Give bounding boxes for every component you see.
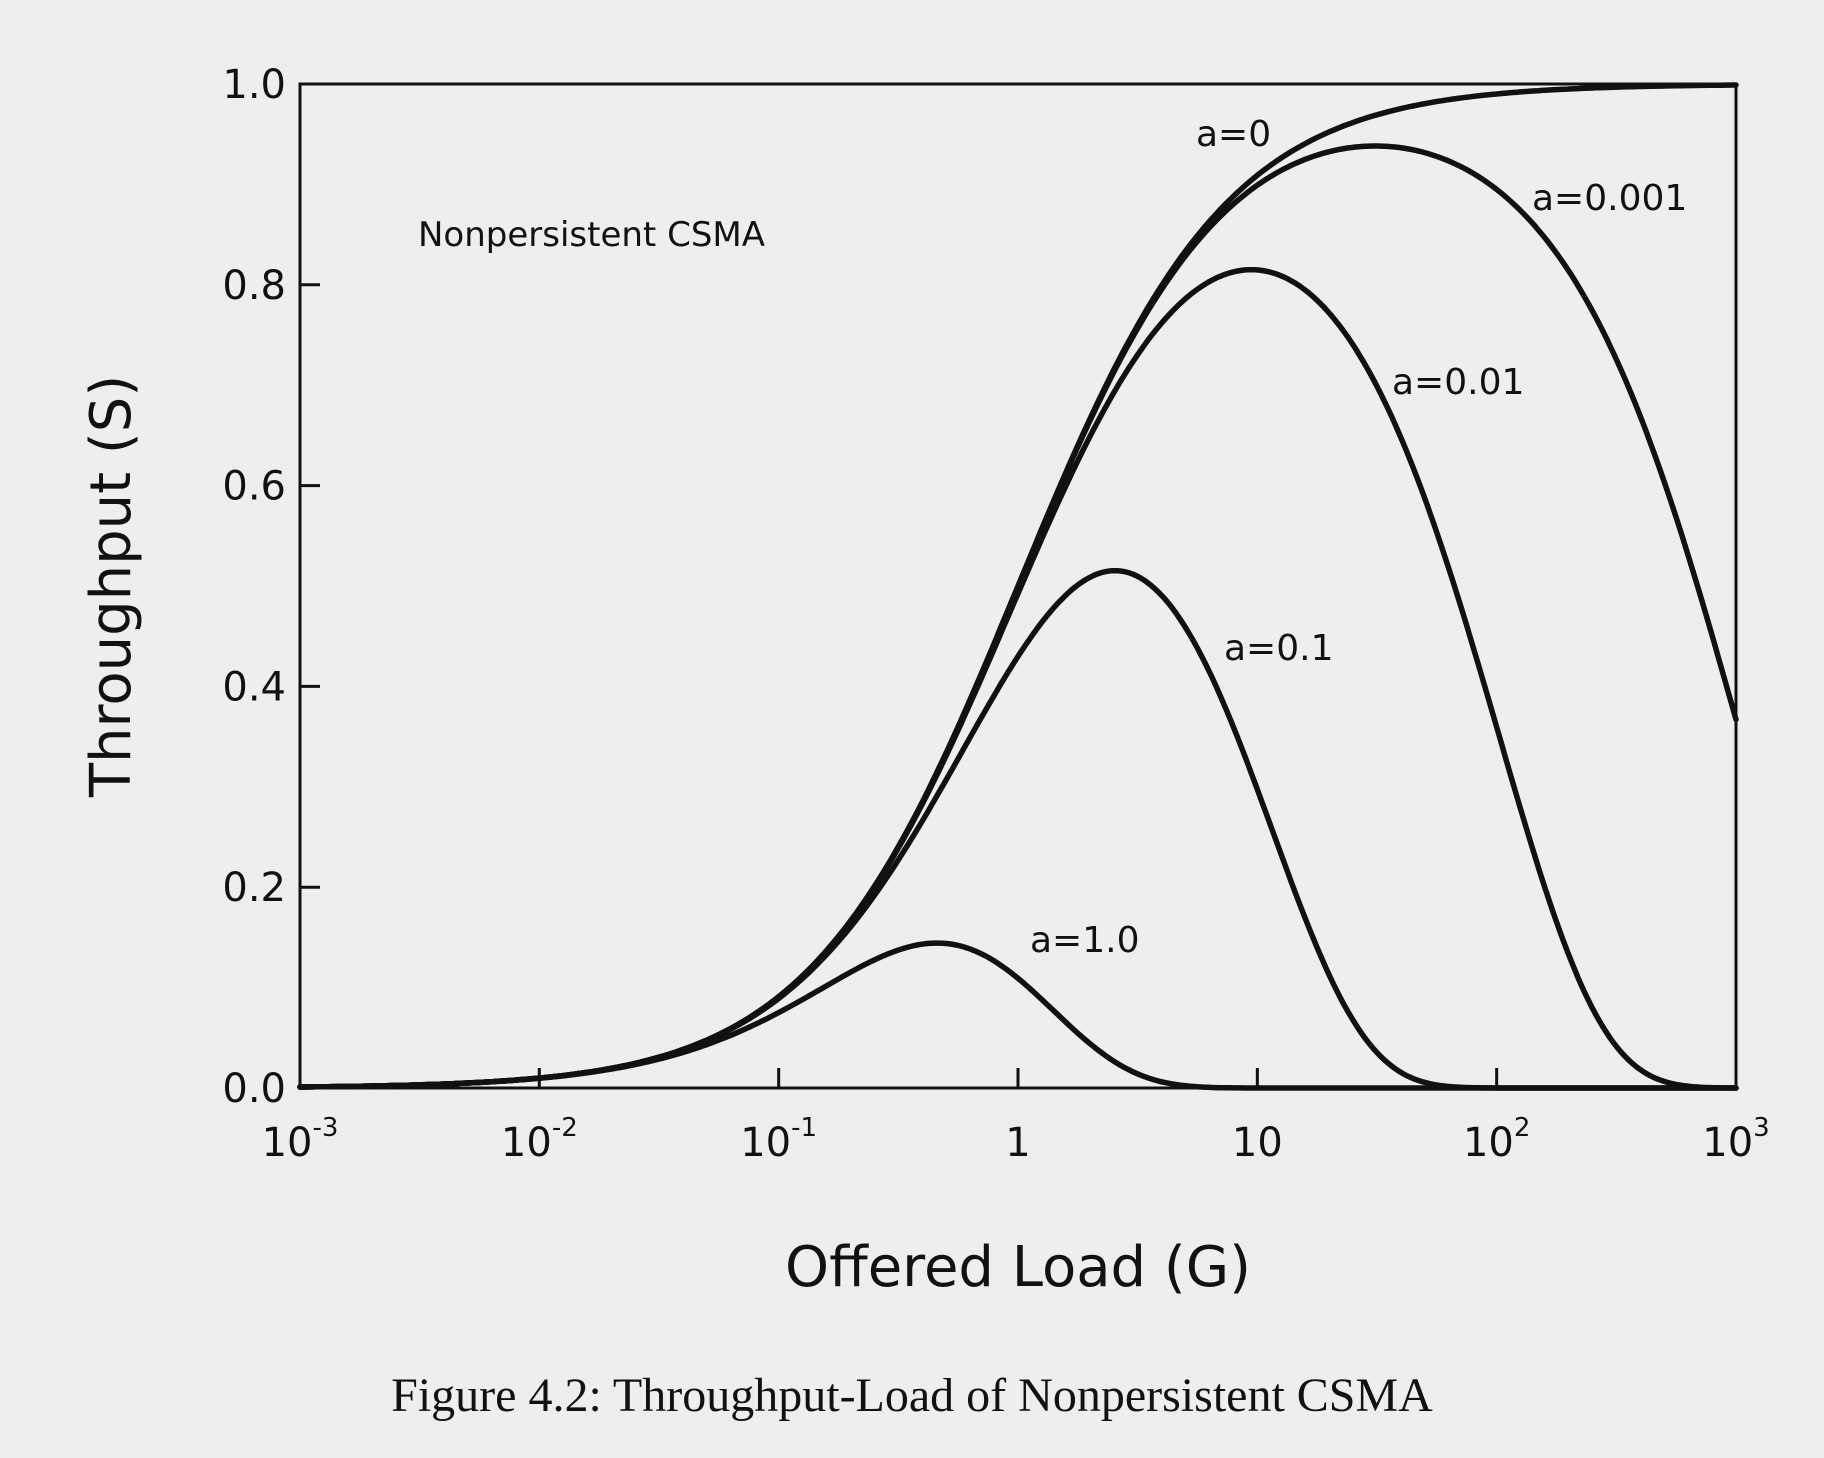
series-label-a0: a=0 (1196, 114, 1271, 155)
series-label-a001: a=0.01 (1392, 362, 1524, 403)
x-tick-label-1: 10-2 (501, 1113, 578, 1166)
curves (297, 82, 1739, 1091)
y-tick-label-4: 0.8 (222, 263, 286, 309)
y-tick-label-5: 1.0 (222, 62, 286, 108)
x-tick-label-4: 10 (1232, 1120, 1283, 1166)
x-tick-label-2: 10-1 (740, 1113, 817, 1166)
x-tick-label-0: 10-3 (262, 1113, 339, 1166)
y-tick-label-2: 0.4 (222, 664, 286, 710)
series-label-a0001: a=0.001 (1532, 178, 1687, 219)
y-tick-label-1: 0.2 (222, 865, 286, 911)
y-tick-label-0: 0.0 (222, 1066, 286, 1112)
curve-4 (297, 940, 1739, 1091)
curve-1 (297, 143, 1739, 1090)
series-label-a10: a=1.0 (1030, 920, 1139, 961)
tick-labels: 10-3 10-2 10-1 1 10 102 103 0.0 0.2 0.4 0.6 0.8 1.0 (222, 62, 1769, 1166)
axis-ticks (298, 82, 1738, 1090)
x-tick-label-6: 103 (1702, 1113, 1769, 1166)
chart-title: Nonpersistent CSMA (418, 215, 765, 255)
x-axis-title: Offered Load (G) (785, 1235, 1251, 1300)
y-axis-title: Throughput (S) (79, 375, 144, 798)
x-tick-label-5: 102 (1463, 1113, 1530, 1166)
figure-caption: Figure 4.2: Throughput-Load of Nonpersis… (391, 1369, 1433, 1422)
curve-3 (297, 567, 1739, 1091)
y-tick-label-3: 0.6 (222, 464, 286, 510)
series-label-a01: a=0.1 (1224, 628, 1333, 669)
x-tick-label-3: 1 (1005, 1120, 1030, 1166)
